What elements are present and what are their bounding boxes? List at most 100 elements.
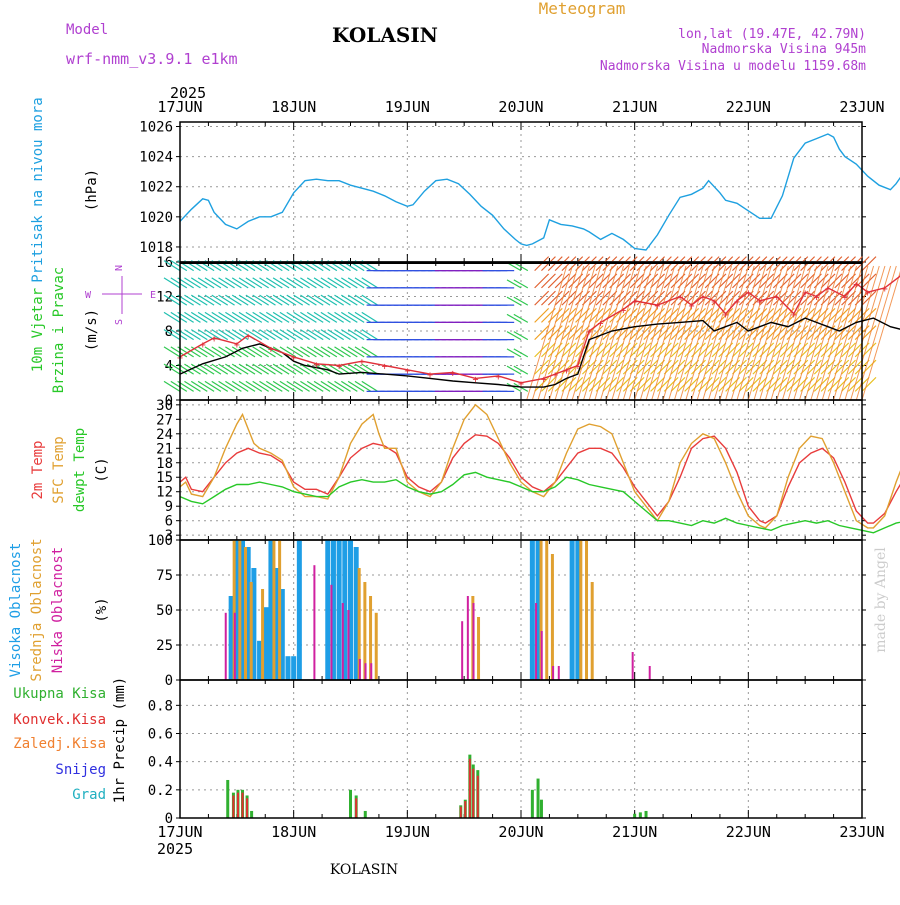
wind-barb xyxy=(834,273,850,289)
wind-barb xyxy=(541,290,556,306)
wind-barb xyxy=(354,380,372,392)
wind-barb xyxy=(568,290,584,306)
wind-barb xyxy=(225,311,242,323)
wind-barb xyxy=(265,346,283,358)
cloud-bar xyxy=(279,589,285,680)
wind-barb xyxy=(772,290,788,306)
wind-barb xyxy=(855,265,897,401)
wind-barb xyxy=(861,325,877,341)
y-tick-label: 18 xyxy=(156,456,173,472)
gust-marker: + xyxy=(382,362,388,373)
cloud-bar xyxy=(370,663,373,680)
bottom-day-label: 19JUN xyxy=(385,823,430,841)
wind-barb xyxy=(293,363,310,375)
wind-barb xyxy=(702,265,744,401)
y-tick-label: 1026 xyxy=(139,120,173,136)
wind-barb xyxy=(252,294,269,306)
wind-barb xyxy=(807,359,822,375)
wind-barb xyxy=(568,359,584,375)
wind-barb xyxy=(265,329,283,341)
wind-barb xyxy=(170,380,188,392)
wind-barb xyxy=(616,376,631,392)
wind-barb xyxy=(211,277,229,289)
wind-barb xyxy=(568,376,584,392)
wind-panel: 0481216+++++++++++++++++++++++++++++++++… xyxy=(156,255,900,409)
cloud-bar xyxy=(347,610,350,680)
wind-barb xyxy=(313,311,331,323)
top-day-label: 17JUN xyxy=(157,98,202,116)
wind-barb xyxy=(506,279,522,289)
wind-barb xyxy=(677,359,693,375)
wind-barb xyxy=(313,346,331,358)
wind-barb xyxy=(670,325,686,341)
wind-barb xyxy=(691,307,706,323)
wind-barb xyxy=(279,329,297,341)
wind-barb xyxy=(279,346,297,358)
product-title: Meteogram xyxy=(539,0,626,18)
wind-barb xyxy=(793,290,809,306)
wind-barb xyxy=(341,380,358,392)
wind-barb xyxy=(341,311,358,323)
wind-barb xyxy=(554,290,570,306)
wind-barb xyxy=(776,265,818,401)
wind-barb xyxy=(759,290,775,306)
bottom-day-label: 20JUN xyxy=(498,823,543,841)
wind-barb xyxy=(704,290,720,306)
wind-barb xyxy=(197,311,215,323)
wind-barb xyxy=(554,325,570,341)
wind-barb xyxy=(656,307,672,323)
cloud-bar xyxy=(552,666,555,680)
wind-barb xyxy=(691,265,732,401)
pressure-frame xyxy=(179,121,863,263)
wind-barb xyxy=(588,325,604,341)
gust-marker: + xyxy=(853,280,859,291)
wind-barb xyxy=(634,265,676,401)
wind-barb xyxy=(293,346,310,358)
wind-barb xyxy=(259,380,276,392)
wind-barb xyxy=(602,325,618,341)
wind-barb xyxy=(313,277,331,289)
wind-barb xyxy=(231,346,249,358)
wind-barb xyxy=(534,325,550,341)
wind-barb xyxy=(513,348,529,358)
wind-barb xyxy=(685,265,727,401)
credit: made by Angel xyxy=(873,547,889,653)
cloud-bar xyxy=(285,656,291,680)
wind-barb xyxy=(595,359,611,375)
wind-barb xyxy=(361,363,379,375)
gust-marker: + xyxy=(700,293,706,304)
gust-marker: + xyxy=(336,362,342,373)
gust-marker: + xyxy=(711,297,717,308)
wind-barb xyxy=(547,325,563,341)
rain-total-label: Ukupna Kisa xyxy=(13,686,106,702)
y-tick-label: 25 xyxy=(156,638,173,654)
wind-barb xyxy=(190,363,208,375)
wind-barb xyxy=(225,363,242,375)
precip-bar xyxy=(459,806,462,818)
wind-barb xyxy=(656,325,672,341)
wind-barb xyxy=(718,359,734,375)
wind-barb xyxy=(361,294,379,306)
y-tick-label: 16 xyxy=(156,255,173,271)
wind-barb xyxy=(629,273,645,289)
wind-barb xyxy=(265,363,283,375)
gust-marker: + xyxy=(200,340,206,351)
wind-barb xyxy=(752,376,768,392)
y-tick-label: 24 xyxy=(156,427,173,443)
wind-barb xyxy=(218,294,235,306)
wind-barb xyxy=(184,380,201,392)
wind-barb xyxy=(211,363,229,375)
wind-barb xyxy=(561,342,577,358)
elevation: Nadmorska Visina 945m xyxy=(702,42,867,57)
wind-barb xyxy=(184,277,201,289)
wind-barb xyxy=(197,329,215,341)
wind-barb xyxy=(581,376,597,392)
gust-marker: + xyxy=(450,368,456,379)
precip-bar xyxy=(250,810,254,818)
wind-barb xyxy=(779,325,795,341)
wind-barb xyxy=(279,277,297,289)
gust-marker: + xyxy=(814,293,820,304)
wind-barb xyxy=(656,359,672,375)
wind-barb xyxy=(279,363,297,375)
